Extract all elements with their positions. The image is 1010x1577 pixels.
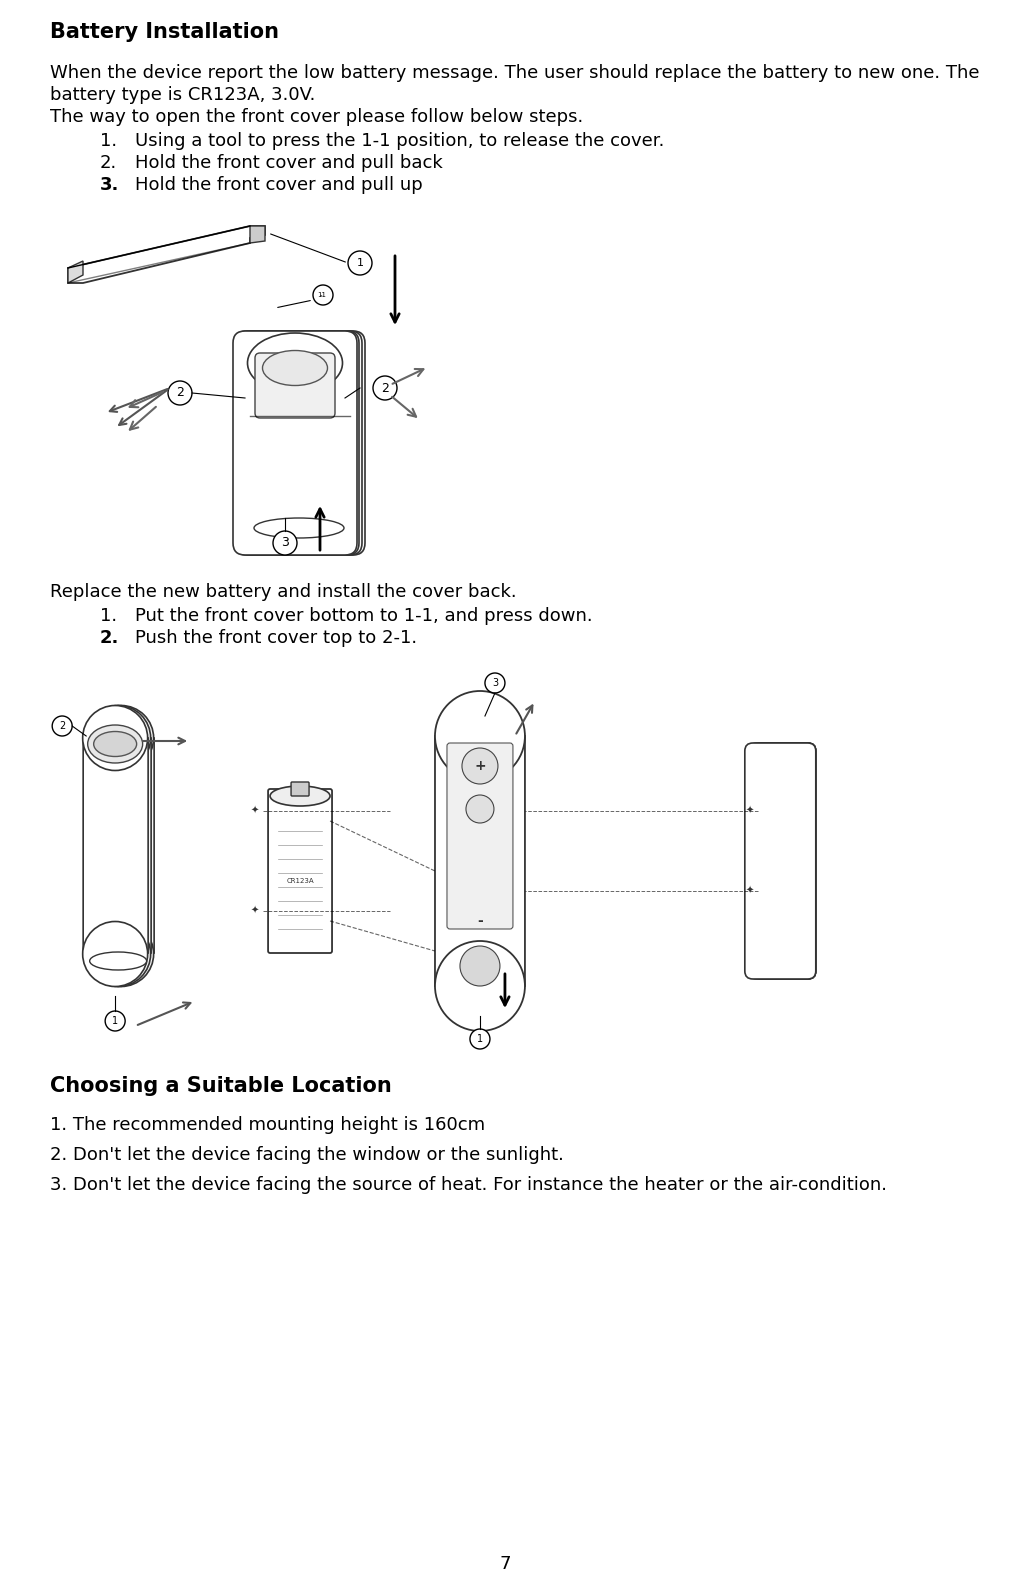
Ellipse shape: [90, 953, 146, 970]
Ellipse shape: [89, 705, 154, 771]
Text: The way to open the front cover please follow below steps.: The way to open the front cover please f…: [50, 107, 583, 126]
Text: +: +: [474, 759, 486, 773]
Ellipse shape: [86, 921, 150, 987]
Text: -: -: [477, 915, 483, 927]
Ellipse shape: [94, 732, 136, 757]
FancyBboxPatch shape: [291, 782, 309, 796]
Ellipse shape: [88, 725, 142, 763]
Circle shape: [348, 251, 372, 274]
Text: 2: 2: [176, 386, 184, 399]
Ellipse shape: [83, 921, 147, 987]
Text: 2.: 2.: [100, 155, 117, 172]
FancyBboxPatch shape: [238, 331, 362, 555]
Text: ✦: ✦: [251, 907, 260, 916]
Circle shape: [470, 1030, 490, 1049]
Circle shape: [168, 382, 192, 405]
Text: Using a tool to press the 1-1 position, to release the cover.: Using a tool to press the 1-1 position, …: [135, 132, 665, 150]
Text: Put the front cover bottom to 1-1, and press down.: Put the front cover bottom to 1-1, and p…: [135, 607, 593, 624]
Ellipse shape: [263, 350, 327, 385]
Text: 1: 1: [477, 1035, 483, 1044]
FancyBboxPatch shape: [89, 738, 155, 953]
Circle shape: [485, 673, 505, 692]
FancyBboxPatch shape: [752, 743, 816, 979]
Polygon shape: [68, 226, 265, 282]
FancyBboxPatch shape: [235, 331, 359, 555]
Text: CR123A: CR123A: [286, 878, 314, 885]
FancyBboxPatch shape: [86, 738, 152, 953]
Text: 1: 1: [317, 292, 321, 298]
Circle shape: [53, 716, 72, 736]
Polygon shape: [250, 226, 265, 243]
Ellipse shape: [83, 705, 147, 771]
Text: Replace the new battery and install the cover back.: Replace the new battery and install the …: [50, 583, 517, 601]
Text: 7: 7: [499, 1555, 511, 1572]
Circle shape: [466, 795, 494, 823]
Text: 1. The recommended mounting height is 160cm: 1. The recommended mounting height is 16…: [50, 1117, 485, 1134]
Ellipse shape: [86, 705, 150, 771]
Ellipse shape: [254, 517, 344, 538]
Text: When the device report the low battery message. The user should replace the batt: When the device report the low battery m…: [50, 65, 980, 82]
Circle shape: [105, 1011, 125, 1031]
Circle shape: [462, 747, 498, 784]
Text: 2.: 2.: [100, 629, 119, 647]
Text: 3: 3: [492, 678, 498, 688]
Ellipse shape: [89, 921, 154, 987]
Ellipse shape: [435, 691, 525, 781]
Text: ✦: ✦: [745, 886, 753, 896]
Polygon shape: [68, 262, 83, 282]
FancyBboxPatch shape: [255, 353, 335, 418]
Text: 1: 1: [357, 259, 364, 268]
Text: 1.: 1.: [100, 607, 117, 624]
Text: Choosing a Suitable Location: Choosing a Suitable Location: [50, 1076, 392, 1096]
Text: Push the front cover top to 2-1.: Push the front cover top to 2-1.: [135, 629, 417, 647]
Text: 2: 2: [381, 382, 389, 394]
Circle shape: [273, 531, 297, 555]
Text: ✦: ✦: [745, 806, 753, 815]
Text: ✦: ✦: [251, 806, 260, 815]
Text: 2: 2: [59, 721, 66, 732]
FancyBboxPatch shape: [748, 743, 816, 979]
FancyBboxPatch shape: [241, 331, 365, 555]
Text: -1: -1: [319, 292, 326, 298]
Circle shape: [460, 946, 500, 986]
Text: 3.: 3.: [100, 177, 119, 194]
Ellipse shape: [435, 941, 525, 1031]
Circle shape: [373, 375, 397, 401]
Text: Hold the front cover and pull up: Hold the front cover and pull up: [135, 177, 423, 194]
Text: battery type is CR123A, 3.0V.: battery type is CR123A, 3.0V.: [50, 87, 315, 104]
Text: 2. Don't let the device facing the window or the sunlight.: 2. Don't let the device facing the windo…: [50, 1146, 564, 1164]
FancyBboxPatch shape: [268, 788, 332, 953]
Ellipse shape: [247, 333, 342, 393]
Ellipse shape: [270, 785, 330, 806]
Circle shape: [313, 285, 333, 304]
FancyBboxPatch shape: [83, 738, 148, 953]
FancyBboxPatch shape: [233, 331, 357, 555]
Text: 3: 3: [281, 536, 289, 549]
Text: 3. Don't let the device facing the source of heat. For instance the heater or th: 3. Don't let the device facing the sourc…: [50, 1176, 887, 1194]
Text: 1: 1: [112, 1016, 118, 1027]
FancyBboxPatch shape: [435, 736, 525, 986]
Text: 1.: 1.: [100, 132, 117, 150]
Text: Battery Installation: Battery Installation: [50, 22, 279, 43]
FancyBboxPatch shape: [447, 743, 513, 929]
FancyBboxPatch shape: [744, 743, 816, 979]
Text: Hold the front cover and pull back: Hold the front cover and pull back: [135, 155, 442, 172]
